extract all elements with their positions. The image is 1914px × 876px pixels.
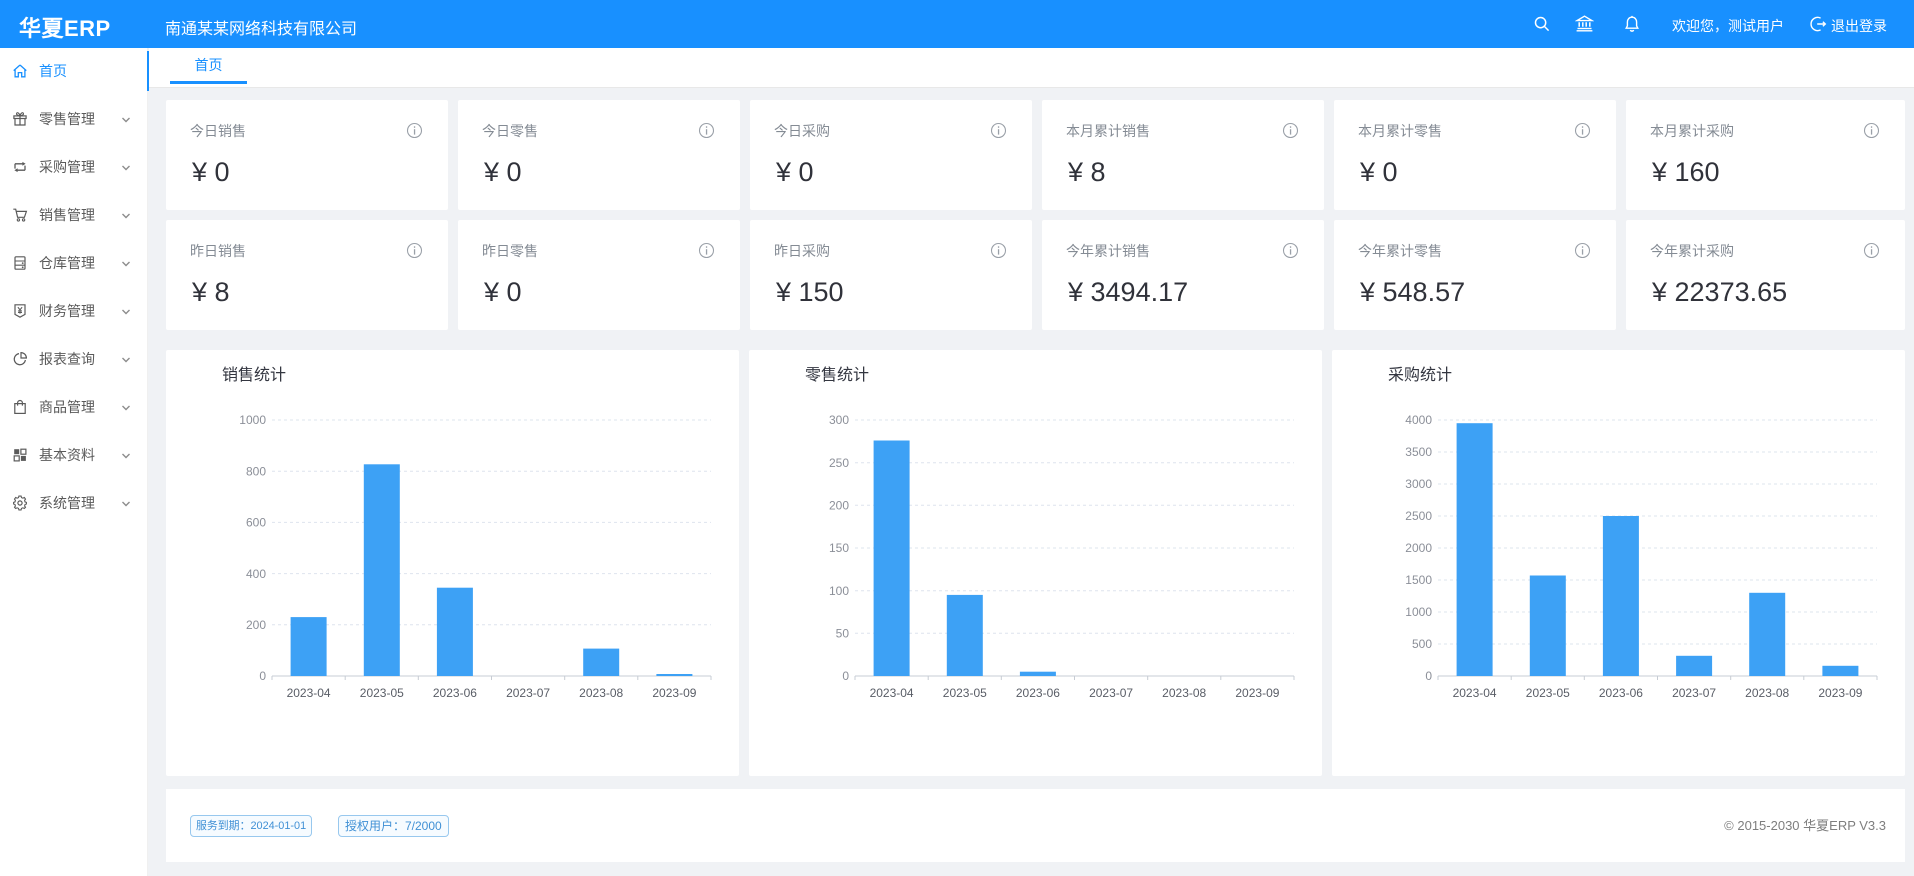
svg-text:1000: 1000	[1405, 605, 1432, 619]
svg-text:2023-05: 2023-05	[360, 686, 404, 700]
svg-text:150: 150	[829, 541, 849, 555]
svg-text:200: 200	[829, 499, 849, 513]
svg-text:零售统计: 零售统计	[805, 366, 869, 384]
svg-text:2023-09: 2023-09	[1235, 686, 1279, 700]
svg-text:2023-08: 2023-08	[1162, 686, 1206, 700]
svg-text:2023-05: 2023-05	[943, 686, 987, 700]
svg-text:2023-08: 2023-08	[579, 686, 623, 700]
svg-text:2023-06: 2023-06	[1599, 686, 1643, 700]
svg-text:600: 600	[246, 516, 266, 530]
svg-text:800: 800	[246, 464, 266, 478]
svg-text:100: 100	[829, 584, 849, 598]
svg-text:2023-07: 2023-07	[506, 686, 550, 700]
svg-text:0: 0	[1425, 669, 1432, 683]
svg-text:2023-07: 2023-07	[1672, 686, 1716, 700]
svg-text:2023-07: 2023-07	[1089, 686, 1133, 700]
svg-text:2023-08: 2023-08	[1745, 686, 1789, 700]
svg-text:400: 400	[246, 567, 266, 581]
svg-text:2000: 2000	[1405, 541, 1432, 555]
svg-text:1000: 1000	[239, 413, 266, 427]
svg-text:0: 0	[842, 669, 849, 683]
svg-text:3000: 3000	[1405, 477, 1432, 491]
svg-text:2023-05: 2023-05	[1526, 686, 1570, 700]
svg-text:2023-04: 2023-04	[870, 686, 914, 700]
svg-text:500: 500	[1412, 637, 1432, 651]
svg-text:3500: 3500	[1405, 445, 1432, 459]
svg-text:2023-06: 2023-06	[1016, 686, 1060, 700]
svg-text:2023-04: 2023-04	[287, 686, 331, 700]
svg-text:50: 50	[836, 627, 850, 641]
svg-text:2023-04: 2023-04	[1453, 686, 1497, 700]
svg-text:2023-09: 2023-09	[1818, 686, 1862, 700]
svg-text:4000: 4000	[1405, 413, 1432, 427]
svg-text:200: 200	[246, 618, 266, 632]
svg-text:销售统计: 销售统计	[222, 366, 286, 384]
svg-text:2023-09: 2023-09	[652, 686, 696, 700]
svg-text:1500: 1500	[1405, 573, 1432, 587]
svg-text:250: 250	[829, 456, 849, 470]
svg-text:2500: 2500	[1405, 509, 1432, 523]
svg-text:采购统计: 采购统计	[1388, 366, 1452, 384]
svg-text:2023-06: 2023-06	[433, 686, 477, 700]
svg-text:300: 300	[829, 413, 849, 427]
svg-text:0: 0	[259, 669, 266, 683]
